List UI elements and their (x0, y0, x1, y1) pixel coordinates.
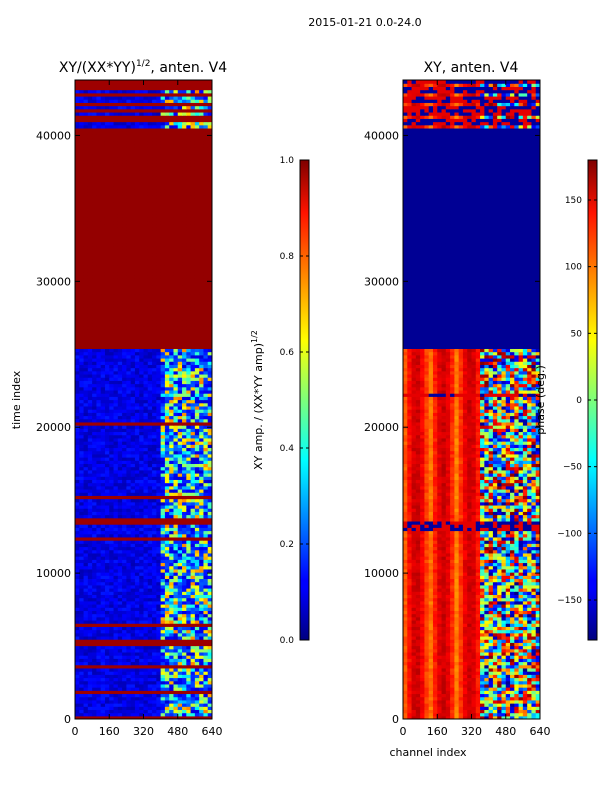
x-tick-label: 320 (461, 725, 482, 738)
left-colorbar-gradient (299, 159, 310, 641)
x-tick-label: 480 (495, 725, 516, 738)
y-tick-label: 20000 (36, 421, 71, 434)
x-tick-label: 480 (167, 725, 188, 738)
right-chart: XY, anten. V4 0 10000 20000 30000 40000 0 160 3… (364, 60, 551, 759)
left-colorbar: 0.0 0.2 0.4 0.6 0.8 1.0 XY amp. / (XX*YY amp)… (250, 156, 310, 646)
x-tick-label: 640 (202, 725, 223, 738)
x-tick-label: 0 (72, 725, 79, 738)
x-tick-label: 640 (530, 725, 551, 738)
colorbar-tick-label: 0.6 (280, 348, 295, 358)
colorbar-tick-label: 50 (571, 329, 583, 339)
y-tick-label: 30000 (36, 275, 71, 288)
left-heatmap (75, 80, 212, 719)
y-tick-label: 40000 (364, 129, 399, 142)
colorbar-tick-label: 100 (565, 263, 582, 273)
x-tick-label: 160 (99, 725, 120, 738)
y-tick-label: 0 (392, 713, 399, 726)
colorbar-tick-label: 150 (565, 196, 582, 206)
colorbar-tick-label: −50 (563, 463, 582, 473)
right-chart-title: XY, anten. V4 (424, 60, 519, 76)
x-tick-label: 160 (427, 725, 448, 738)
colorbar-tick-label: 0.0 (280, 636, 295, 646)
left-axes: 0 10000 20000 30000 40000 0 160 320 480 640 (36, 80, 223, 738)
left-ylabel: time index (10, 370, 23, 429)
y-tick-label: 10000 (36, 567, 71, 580)
left-chart: XY/(XX*YY)1/2, anten. V4 0 10000 20000 3000… (10, 59, 227, 738)
colorbar-tick-label: 0 (576, 396, 582, 406)
right-colorbar-ticks: −150 −100 −50 0 50 100 150 (557, 196, 597, 606)
colorbar-tick-label: 0.8 (280, 252, 295, 262)
left-colorbar-label: XY amp. / (XX*YY amp)1/2 (250, 330, 265, 470)
right-colorbar-label: phase (deg.) (534, 365, 547, 435)
left-colorbar-ticks: 0.0 0.2 0.4 0.6 0.8 1.0 (280, 156, 309, 646)
y-tick-label: 30000 (364, 275, 399, 288)
colorbar-tick-label: −100 (557, 529, 582, 539)
figure-title: 2015-01-21 0.0-24.0 (308, 16, 421, 29)
y-tick-label: 0 (64, 713, 71, 726)
right-axes: 0 10000 20000 30000 40000 0 160 320 480 640 (364, 80, 551, 738)
y-tick-label: 40000 (36, 129, 71, 142)
y-tick-label: 20000 (364, 421, 399, 434)
colorbar-tick-label: 0.4 (280, 444, 295, 454)
x-tick-label: 320 (133, 725, 154, 738)
right-heatmap (403, 80, 540, 719)
y-tick-label: 10000 (364, 567, 399, 580)
right-colorbar: −150 −100 −50 0 50 100 150 phase (deg.) (534, 159, 598, 641)
x-tick-label: 0 (400, 725, 407, 738)
colorbar-tick-label: 0.2 (280, 540, 294, 550)
colorbar-tick-label: −150 (557, 596, 582, 606)
colorbar-tick-label: 1.0 (280, 156, 295, 166)
left-chart-title: XY/(XX*YY)1/2, anten. V4 (59, 59, 227, 76)
right-xlabel: channel index (389, 746, 467, 759)
